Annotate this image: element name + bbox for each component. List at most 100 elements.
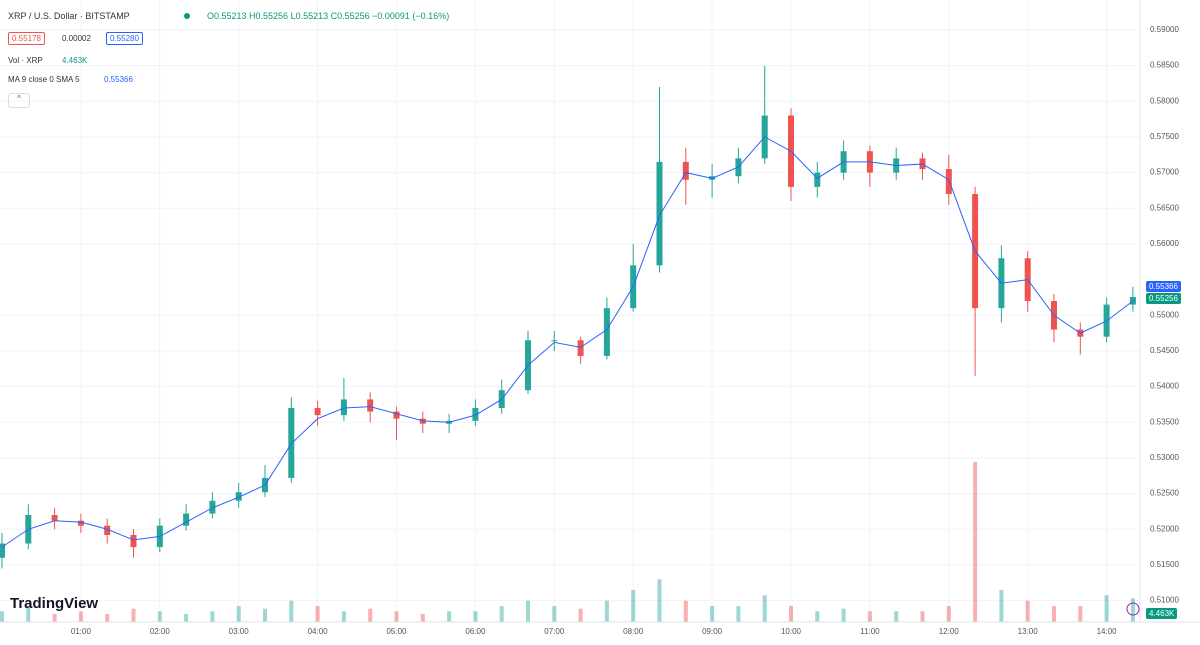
logo[interactable]: TradingView — [10, 595, 99, 612]
y-tick-label: 0.57500 — [1150, 132, 1179, 141]
ask[interactable]: 0.55280 — [106, 32, 143, 45]
volume-bar — [447, 611, 452, 622]
volume-bar — [552, 606, 557, 622]
ma-label: MA 9 close 0 SMA 5 — [8, 75, 80, 84]
y-tick-label: 0.53000 — [1150, 453, 1179, 462]
volume-bar — [999, 590, 1004, 622]
candle-body — [235, 492, 242, 501]
y-tick-label: 0.55000 — [1150, 310, 1179, 319]
last-price-label: 0.55256 — [1146, 293, 1181, 304]
y-tick-label: 0.58000 — [1150, 96, 1179, 105]
volume-bar — [184, 614, 189, 622]
volume-bar — [105, 614, 110, 622]
volume-bar — [420, 614, 425, 622]
x-tick-label: 11:00 — [860, 627, 880, 636]
volume-bar — [157, 611, 162, 622]
candle-body — [945, 169, 952, 195]
ma-line — [1, 136, 1134, 548]
candle-body — [393, 411, 400, 419]
volume-bar — [315, 606, 320, 622]
candle-body — [340, 399, 347, 416]
candle-body — [183, 513, 190, 526]
volume-bar — [578, 608, 583, 622]
volume-bar — [289, 600, 294, 622]
volume-bar — [920, 611, 925, 622]
volume-bar — [26, 606, 31, 622]
volume-bar — [710, 606, 715, 622]
candle-body — [0, 543, 5, 558]
y-tick-label: 0.54000 — [1150, 382, 1179, 391]
symbol: XRP / U.S. Dollar · BITSTAMP — [8, 11, 130, 21]
volume-bar — [0, 611, 4, 622]
x-tick-label: 14:00 — [1097, 627, 1118, 636]
event-icon[interactable] — [1126, 602, 1140, 616]
volume-bar — [1025, 600, 1030, 622]
y-tick-label: 0.51500 — [1150, 560, 1179, 569]
y-tick-label: 0.56000 — [1150, 239, 1179, 248]
volume-bar — [683, 600, 688, 622]
x-tick-label: 08:00 — [623, 627, 644, 636]
volume-bar — [368, 608, 373, 622]
ohlc: O0.55213 H0.55256 L0.55213 C0.55256 −0.0… — [207, 11, 450, 21]
volume-bar — [499, 606, 504, 622]
volume-bar — [894, 611, 899, 622]
volume-bar — [210, 611, 215, 622]
volume-bar — [762, 595, 767, 622]
candle-body — [209, 500, 216, 514]
plot: 0.51000 0.51500 0.52000 0.52500 0.53000 0.535… — [0, 0, 1179, 636]
vol-value: 4.463K — [62, 56, 88, 65]
y-tick-label: 0.56500 — [1150, 203, 1179, 212]
volume-bar — [526, 600, 530, 622]
y-tick-label: 0.52000 — [1150, 524, 1179, 533]
candle-body — [314, 408, 321, 416]
candle-body — [603, 308, 610, 356]
volume-bar — [131, 608, 136, 622]
volume-bar — [867, 611, 872, 622]
volume-bar — [736, 606, 741, 622]
volume-bar — [789, 606, 793, 622]
candle-body — [1129, 297, 1136, 305]
spread: 0.00002 — [62, 34, 91, 43]
volume-bar — [1104, 595, 1109, 622]
volume-bar — [1078, 606, 1083, 622]
ma-price-label: 0.55366 — [1146, 281, 1181, 292]
volume-bar — [394, 611, 399, 622]
x-tick-label: 09:00 — [702, 627, 723, 636]
y-tick-label: 0.53500 — [1150, 417, 1179, 426]
volume-bar — [341, 611, 346, 622]
x-tick-label: 05:00 — [386, 627, 407, 636]
y-tick-label: 0.52500 — [1150, 489, 1179, 498]
y-tick-label: 0.59000 — [1150, 25, 1179, 34]
x-tick-label: 02:00 — [150, 627, 171, 636]
volume-bar — [1052, 606, 1056, 622]
volume-bar — [263, 608, 267, 622]
candle-body — [551, 340, 558, 342]
volume-bar — [1130, 598, 1135, 622]
volume-bar — [631, 590, 636, 622]
y-tick-label: 0.58500 — [1150, 61, 1179, 70]
candle-body — [288, 408, 295, 478]
candle-body — [104, 525, 111, 535]
vol-label: Vol · XRP — [8, 56, 43, 65]
candle-body — [656, 161, 663, 266]
x-tick-label: 03:00 — [229, 627, 250, 636]
candle-body — [577, 340, 584, 356]
x-tick-label: 07:00 — [544, 627, 565, 636]
candle-body — [472, 408, 479, 421]
y-tick-label: 0.51000 — [1150, 596, 1179, 605]
candle-body — [682, 161, 689, 180]
y-tick-label: 0.57000 — [1150, 168, 1179, 177]
x-tick-label: 06:00 — [465, 627, 486, 636]
volume-bar — [815, 611, 820, 622]
volume-bar — [473, 611, 478, 622]
collapse-button[interactable]: ^ — [8, 93, 30, 108]
x-tick-label: 12:00 — [939, 627, 960, 636]
volume-bar — [973, 462, 978, 622]
candle-body — [130, 534, 137, 548]
volume-bar — [236, 606, 241, 622]
ma-value: 0.55366 — [104, 75, 133, 84]
candle-body — [367, 399, 374, 412]
volume-bar — [604, 600, 609, 622]
bid[interactable]: 0.55178 — [8, 32, 45, 45]
